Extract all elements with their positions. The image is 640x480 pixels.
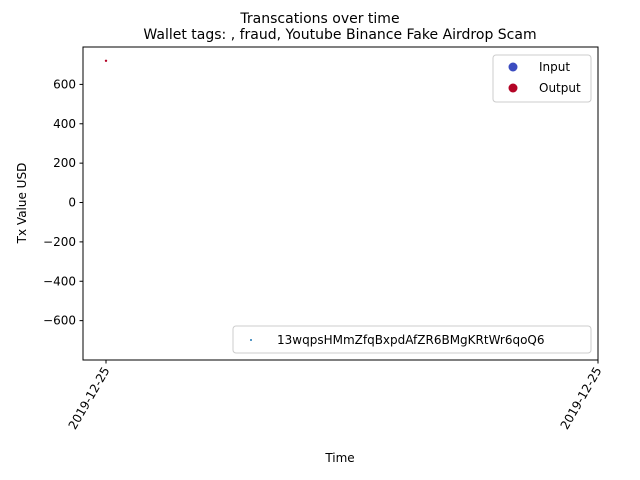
y-tick-label: −600 <box>43 314 76 328</box>
data-point <box>104 59 108 62</box>
legend-direction-box <box>492 54 592 103</box>
y-tick-label: 400 <box>53 117 76 131</box>
y-tick-label: 0 <box>68 196 76 210</box>
y-tick-label: −400 <box>43 274 76 288</box>
legend-output-label: Output <box>539 81 581 95</box>
legend-wallet: 13wqpsHMmZfqBxpdAfZR6BMgKRtWr6qoQ6 <box>232 325 592 354</box>
legend-output-marker <box>508 83 518 93</box>
legend-wallet-label: 13wqpsHMmZfqBxpdAfZR6BMgKRtWr6qoQ6 <box>277 333 545 347</box>
plot-area-frame <box>82 46 599 361</box>
y-tick-label: −200 <box>43 235 76 249</box>
legend-direction: Input Output <box>492 54 592 103</box>
legend-input-label: Input <box>539 60 570 74</box>
y-tick-label: 600 <box>53 77 76 91</box>
legend-wallet-box <box>232 325 592 354</box>
data-points <box>104 59 108 62</box>
y-axis-label: Tx Value USD <box>15 163 29 245</box>
chart-title: Wallet tags: , fraud, Youtube Binance Fa… <box>143 27 536 43</box>
y-tick-label: 200 <box>53 156 76 170</box>
legend-input-marker <box>508 62 518 72</box>
x-axis-label: Time <box>324 451 354 465</box>
legend-wallet-marker <box>250 339 252 341</box>
y-axis-ticks: 600 400 200 0 −200 −400 −600 <box>43 77 83 328</box>
chart-suptitle: Transcations over time <box>239 11 399 27</box>
